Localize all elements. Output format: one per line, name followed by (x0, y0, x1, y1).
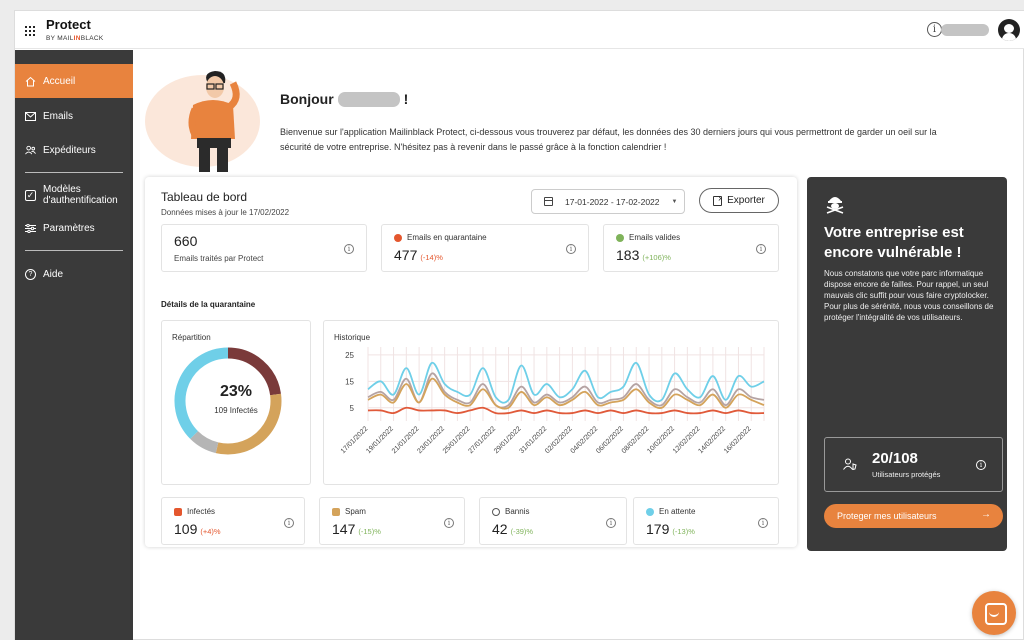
sidebar-divider (25, 250, 123, 251)
y-tick-label: 15 (345, 377, 354, 386)
stat-infected: Infectés 109 (+4)% i (161, 497, 305, 545)
donut-percent: 23% (219, 383, 253, 400)
users-icon (25, 145, 36, 156)
home-icon (25, 76, 36, 87)
brand-logo[interactable]: Protect BY MAILINBLACK (46, 17, 104, 43)
history-title: Historique (334, 333, 371, 342)
quarantine-section-title: Détails de la quarantaine (161, 300, 256, 309)
drop-icon (646, 507, 654, 516)
series-line-1[interactable] (367, 372, 765, 409)
protected-users-count: 20/108 (872, 450, 918, 467)
user-shield-icon (843, 458, 857, 470)
info-icon[interactable]: i (756, 244, 766, 254)
promo-title: Votre entreprise est encore vulnérable ! (824, 224, 964, 261)
y-tick-label: 25 (345, 351, 354, 360)
promo-text: Nous constatons que votre parc informati… (824, 269, 994, 322)
person-illustration (188, 71, 240, 172)
history-line-chart: 5152517/01/202219/01/202221/01/202223/01… (340, 347, 765, 455)
kpi-quarantine: Emails en quarantaine 477 (-14)% i (381, 224, 589, 272)
dashboard-card: Tableau de bord Données mises à jour le … (145, 177, 797, 547)
x-tick-label: 16/02/2022 (723, 425, 753, 455)
hacker-icon (826, 197, 844, 214)
user-name-redacted (337, 91, 400, 107)
info-icon[interactable]: i (758, 518, 768, 528)
greeting-title: Bonjour ! (280, 91, 409, 107)
chat-support-button[interactable] (972, 591, 1016, 635)
export-icon (713, 193, 723, 206)
stat-pending: En attente 179 (-13)% i (633, 497, 779, 545)
avatar[interactable] (998, 19, 1020, 41)
info-icon[interactable]: i (927, 22, 942, 37)
spam-icon (332, 507, 340, 516)
check-icon (616, 233, 624, 242)
donut-chart (174, 347, 282, 455)
vulnerability-panel: Votre entreprise est encore vulnérable !… (807, 177, 1007, 551)
protect-users-button[interactable]: Proteger mes utilisateurs → (824, 504, 1003, 528)
chevron-down-icon: ▼ (671, 198, 678, 205)
banned-icon (492, 507, 500, 516)
series-line-2[interactable] (367, 377, 765, 410)
virus-icon (174, 507, 182, 516)
user-name-redacted[interactable] (941, 24, 989, 36)
y-tick-label: 5 (350, 404, 355, 413)
brand-subtitle: BY MAILINBLACK (46, 35, 104, 42)
brand-name: Protect (46, 17, 91, 32)
dashboard-title: Tableau de bord (161, 190, 248, 204)
donut-slice-2[interactable] (190, 430, 219, 454)
arrow-right-icon: → (981, 509, 991, 520)
top-bar: Protect BY MAILINBLACK i (15, 11, 1024, 49)
donut-subtitle: 109 Infectés (214, 406, 258, 415)
sidebar-divider (25, 172, 123, 173)
intro-text: Bienvenue sur l'application Mailinblack … (280, 127, 937, 152)
info-icon[interactable]: i (606, 518, 616, 528)
sidebar-item-emails[interactable]: Emails (15, 99, 133, 133)
kpi-processed: 660 Emails traités par Protect i (161, 224, 367, 272)
app-window: Protect BY MAILINBLACK i Accueil Emails … (14, 10, 1024, 640)
info-icon[interactable]: i (284, 518, 294, 528)
export-button[interactable]: Exporter (699, 188, 779, 213)
date-range-picker[interactable]: 17-01-2022 - 17-02-2022 ▼ (531, 189, 685, 214)
stat-spam: Spam 147 (-15)% i (319, 497, 465, 545)
info-icon[interactable]: i (566, 244, 576, 254)
sidebar-item-accueil[interactable]: Accueil (15, 64, 133, 98)
sidebar-item-parametres[interactable]: Paramètres (15, 211, 133, 245)
mail-icon (25, 111, 36, 122)
calendar-icon (544, 197, 553, 206)
kpi-valid: Emails valides 183 (+106)% i (603, 224, 779, 272)
sidebar-item-modeles[interactable]: ✓ Modèles d'authentification (25, 184, 118, 206)
sliders-icon (25, 223, 36, 234)
apps-grid-icon[interactable] (25, 26, 35, 36)
donut-slice-1[interactable] (215, 393, 282, 455)
template-icon: ✓ (25, 189, 36, 201)
sidebar-item-aide[interactable]: ? Aide (15, 257, 133, 291)
protected-users-box: 20/108 Utilisateurs protégés i (824, 437, 1003, 492)
sidebar-item-expediteurs[interactable]: Expéditeurs (15, 133, 133, 167)
dashboard-updated: Données mises à jour le 17/02/2022 (161, 208, 290, 217)
info-icon[interactable]: i (976, 460, 986, 470)
info-icon[interactable]: i (444, 518, 454, 528)
quarantine-icon (394, 233, 402, 242)
help-icon: ? (25, 268, 36, 280)
donut-slice-3[interactable] (174, 347, 229, 439)
info-icon[interactable]: i (344, 244, 354, 254)
donut-slice-0[interactable] (227, 347, 282, 396)
series-line-3[interactable] (367, 406, 765, 415)
repartition-panel: Répartition 23% 109 Infectés (161, 320, 311, 485)
stat-banned: Bannis 42 (-39)% i (479, 497, 627, 545)
sidebar: Accueil Emails Expéditeurs ✓ Modèles d'a… (15, 50, 133, 640)
repartition-title: Répartition (172, 333, 211, 342)
protected-users-label: Utilisateurs protégés (872, 470, 941, 479)
history-panel: Historique 5 15 25 17/01/2022 19/01/2022 21/0… (323, 320, 779, 485)
series-line-0[interactable] (367, 361, 765, 404)
